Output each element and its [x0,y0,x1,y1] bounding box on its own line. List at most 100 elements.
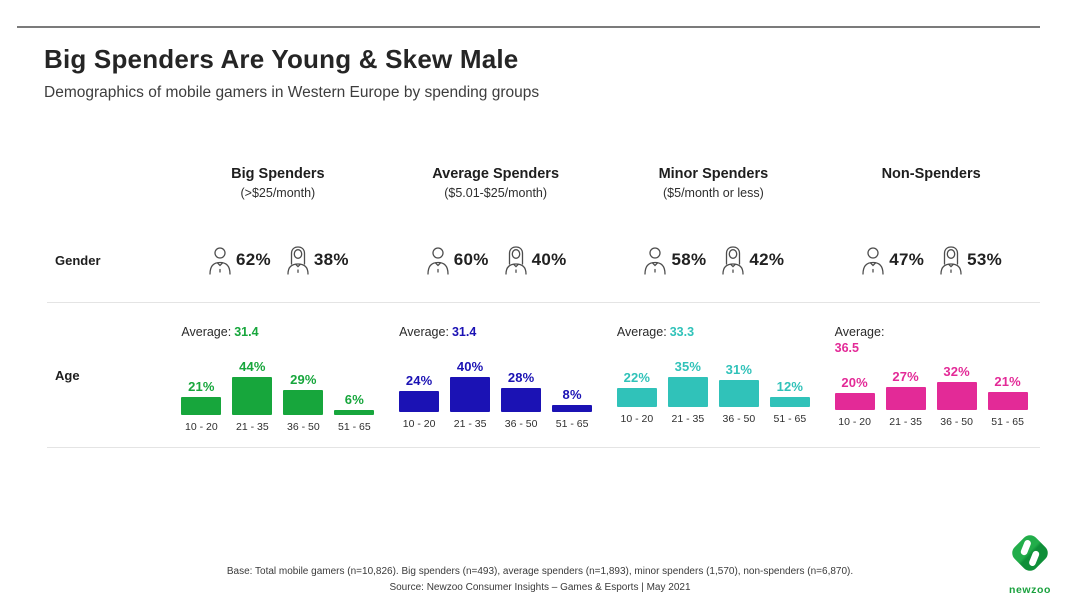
column-qualifier: ($5/month or less) [663,186,764,200]
bar-group: 12% 51 - 65 [769,379,810,425]
base-note: Base: Total mobile gamers (n=10,826). Bi… [226,566,854,577]
page-subtitle: Demographics of mobile gamers in Western… [44,84,540,101]
bar-category-label: 51 - 65 [555,418,589,430]
male-percentage: 47% [889,250,925,269]
bar-category-label: 10 - 20 [402,418,436,430]
female-percentage: 42% [749,250,785,269]
male-person-icon [425,245,451,275]
average-age: Average: 33.3 [617,325,810,339]
bar-value-label: 22% [623,370,651,385]
bar-value-label: 20% [841,375,868,391]
row-label-gender: Gender [55,252,101,268]
bar-value-label: 44% [239,359,266,374]
newzoo-diamond-icon [1012,535,1048,571]
spending-groups-table: Big Spenders (>$25/month) Average Spende… [47,166,1040,448]
column-name: Big Spenders [231,166,325,182]
bar-category-label: 21 - 35 [671,413,705,425]
female-percentage: 38% [313,250,349,269]
female-person-icon [938,245,964,275]
bar-category-label: 10 - 20 [620,413,654,425]
bar [501,388,542,412]
female-person-icon [285,245,311,275]
age-bars: 21% 10 - 20 44% 21 - 35 29% 36 - 50 6% 51 - 65 [181,359,375,433]
female-share: 40% [503,245,567,275]
age-chart: Average: 33.3 22% 10 - 20 35% 21 - 35 31% 36 -… [616,325,810,425]
bar [181,397,222,415]
male-percentage: 62% [235,250,271,269]
bar [232,377,273,415]
gender-cell-minor-spenders: 58% 42% [605,218,823,302]
bar-value-label: 21% [994,374,1021,390]
age-bars: 24% 10 - 20 40% 21 - 35 28% 36 - 50 8% 51 - 65 [399,359,593,430]
bar [616,388,657,407]
column-header-non-spenders: Non-Spenders [822,166,1040,218]
bar-value-label: 31% [725,362,753,377]
bar-category-label: 36 - 50 [504,418,538,430]
gender-cell-big-spenders: 62% 38% [169,218,387,302]
row-label-age: Age [55,367,80,383]
female-percentage: 53% [967,250,1003,269]
bar [718,380,759,407]
bar-group: 35% 21 - 35 [667,359,708,425]
bar-value-label: 8% [562,387,582,402]
column-name: Minor Spenders [658,166,769,182]
male-percentage: 58% [671,250,707,269]
title-block: Big Spenders Are Young & Skew Male Demog… [0,0,1080,102]
page-title: Big Spenders Are Young & Skew Male [44,44,519,74]
age-cell-big-spenders: Average: 31.4 21% 10 - 20 44% 21 - 35 29% 36 -… [169,303,387,447]
average-value: 31.4 [451,325,477,339]
source-note: Source: Newzoo Consumer Insights – Games… [389,581,691,593]
average-label: Average: [399,325,449,339]
age-chart: Average: 36.5 20% 10 - 20 27% 21 - 35 32% 36 -… [834,325,1028,429]
average-value: 33.3 [669,325,695,339]
bar-category-label: 21 - 35 [236,421,269,433]
bar-value-label: 29% [290,372,317,387]
bar-value-label: 40% [456,359,484,374]
bar [334,410,375,415]
bar-group: 31% 36 - 50 [718,362,759,425]
age-cell-average-spenders: Average: 31.4 24% 10 - 20 40% 21 - 35 28% 36 -… [387,303,605,447]
male-person-icon [860,245,886,275]
column-header-minor-spenders: Minor Spenders ($5/month or less) [605,166,823,218]
age-chart: Average: 31.4 21% 10 - 20 44% 21 - 35 29% 36 -… [181,325,375,433]
column-header-big-spenders: Big Spenders (>$25/month) [169,166,387,218]
bar [667,377,708,407]
average-age: Average: 31.4 [399,325,592,339]
bar [399,391,440,412]
bar [885,387,926,411]
bar-value-label: 12% [776,379,804,394]
bar-value-label: 27% [892,369,919,385]
bar [987,392,1028,411]
female-share: 38% [285,245,349,275]
male-person-icon [207,245,233,275]
bar-group: 21% 51 - 65 [987,374,1028,428]
male-share: 62% [207,245,271,275]
average-age: Average: 36.5 [835,325,1028,356]
bar-group: 24% 10 - 20 [399,373,440,430]
female-percentage: 40% [531,250,567,269]
male-share: 47% [860,245,924,275]
bar-category-label: 51 - 65 [773,413,807,425]
bar-group: 28% 36 - 50 [501,370,542,430]
bar-value-label: 28% [507,370,535,385]
bar-value-label: 32% [943,364,970,380]
age-cell-non-spenders: Average: 36.5 20% 10 - 20 27% 21 - 35 32% 36 -… [822,303,1040,447]
bar-group: 8% 51 - 65 [552,387,593,430]
column-name: Non-Spenders [881,166,981,182]
bar [450,377,491,412]
bar-value-label: 6% [344,392,364,407]
top-divider-rule [17,26,1040,28]
bar-group: 40% 21 - 35 [450,359,491,430]
bar-category-label: 21 - 35 [453,418,487,430]
row-divider [47,447,1040,448]
gender-cell-non-spenders: 47% 53% [822,218,1040,302]
age-cell-minor-spenders: Average: 33.3 22% 10 - 20 35% 21 - 35 31% 36 -… [605,303,823,447]
newzoo-wordmark: newzoo [1008,584,1052,596]
bar-value-label: 24% [405,373,433,388]
average-label: Average: [181,325,232,339]
bar-group: 22% 10 - 20 [616,370,657,425]
bar-category-label: 36 - 50 [940,416,973,429]
male-share: 60% [425,245,489,275]
bar-category-label: 51 - 65 [338,421,371,433]
